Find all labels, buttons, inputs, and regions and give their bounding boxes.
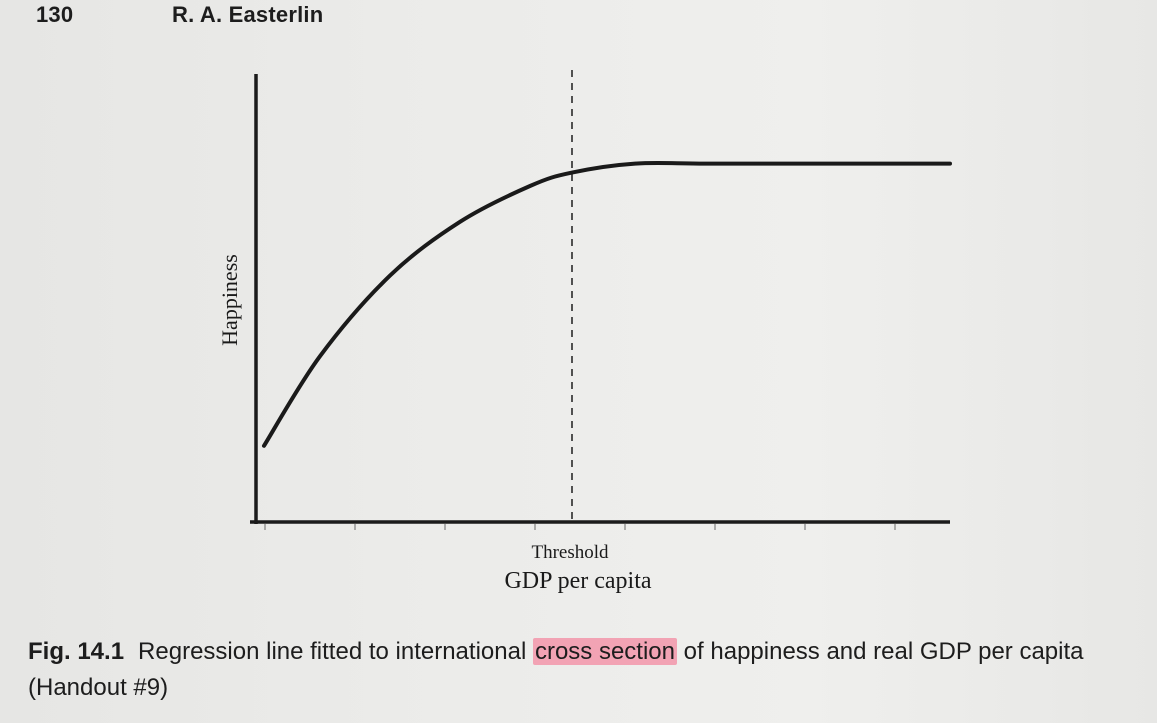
x-axis-minor-ticks xyxy=(264,524,896,530)
caption-text-before: Regression line fitted to international xyxy=(138,638,533,665)
caption-highlight: cross section xyxy=(532,638,678,665)
regression-line xyxy=(262,160,952,448)
y-axis-label: Happiness xyxy=(217,254,242,346)
caption-text-after: of happiness and real GDP per capita (Ha… xyxy=(28,638,1084,701)
x-axis-label: GDP per capita xyxy=(504,568,651,594)
figure-number: Fig. 14.1 xyxy=(28,638,125,665)
running-head: 130 R. A. Easterlin xyxy=(36,2,323,28)
page-number: 130 xyxy=(36,2,74,27)
author-name: R. A. Easterlin xyxy=(172,2,324,27)
figure-caption: Fig. 14.1 Regression line fitted to inter… xyxy=(28,634,1138,706)
x-tick-label-threshold: Threshold xyxy=(531,542,609,563)
